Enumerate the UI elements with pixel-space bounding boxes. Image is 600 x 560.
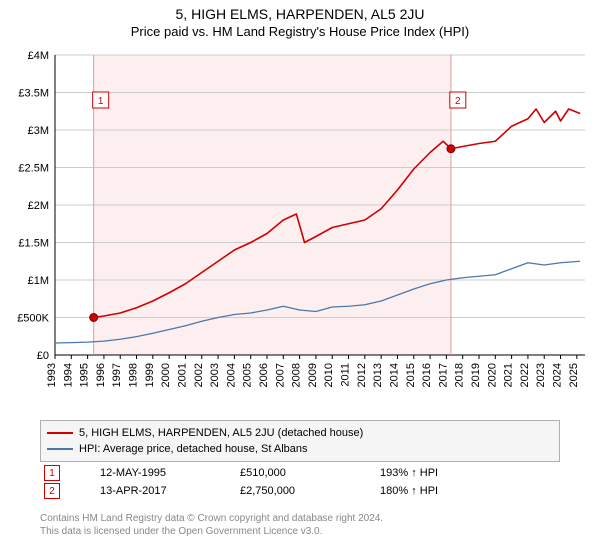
sales-table: 1 12-MAY-1995 £510,000 193% ↑ HPI 2 13-A… (40, 464, 560, 500)
svg-text:£0: £0 (37, 350, 49, 362)
svg-text:2025: 2025 (568, 363, 580, 387)
svg-text:1994: 1994 (62, 363, 74, 387)
svg-text:2018: 2018 (454, 363, 466, 387)
sale-hpi-delta: 180% ↑ HPI (380, 485, 480, 497)
chart-svg: £0 £500K £1M £1.5M £2M £2.5M £3M £3.5M £4M 1993 19… (0, 45, 600, 415)
svg-text:2006: 2006 (258, 363, 270, 387)
svg-text:2: 2 (455, 96, 461, 107)
chart-plot-area: £0 £500K £1M £1.5M £2M £2.5M £3M £3.5M £4M 1993 19… (0, 45, 600, 415)
svg-text:2011: 2011 (340, 363, 352, 387)
svg-text:£1M: £1M (28, 275, 49, 287)
legend-swatch-property (47, 432, 73, 434)
svg-text:£1.5M: £1.5M (18, 238, 49, 250)
svg-text:2014: 2014 (388, 363, 400, 387)
svg-text:£4M: £4M (28, 50, 49, 62)
svg-text:2010: 2010 (323, 363, 335, 387)
svg-text:1993: 1993 (46, 363, 58, 387)
sale-badge-1: 1 (44, 465, 60, 481)
svg-text:2005: 2005 (242, 363, 254, 387)
sale-price: £510,000 (240, 467, 340, 479)
table-row: 2 13-APR-2017 £2,750,000 180% ↑ HPI (40, 482, 560, 500)
svg-text:£3.5M: £3.5M (18, 88, 49, 100)
sale-date: 12-MAY-1995 (100, 467, 200, 479)
svg-text:2000: 2000 (160, 363, 172, 387)
svg-text:2021: 2021 (503, 363, 515, 387)
sale-badge-2: 2 (44, 483, 60, 499)
footer-attribution: Contains HM Land Registry data © Crown c… (40, 512, 560, 538)
legend-item-hpi: HPI: Average price, detached house, St A… (47, 441, 553, 457)
svg-text:2009: 2009 (307, 363, 319, 387)
svg-text:2017: 2017 (437, 363, 449, 387)
svg-text:£2M: £2M (28, 200, 49, 212)
chart-title: 5, HIGH ELMS, HARPENDEN, AL5 2JU (0, 0, 600, 22)
legend-label: HPI: Average price, detached house, St A… (79, 443, 308, 455)
svg-text:2015: 2015 (405, 363, 417, 387)
svg-text:2020: 2020 (486, 363, 498, 387)
svg-text:£2.5M: £2.5M (18, 163, 49, 175)
svg-text:1996: 1996 (95, 363, 107, 387)
svg-text:2003: 2003 (209, 363, 221, 387)
legend-label: 5, HIGH ELMS, HARPENDEN, AL5 2JU (detach… (79, 427, 363, 439)
svg-text:2024: 2024 (552, 363, 564, 387)
footer-line-2: This data is licensed under the Open Gov… (40, 525, 560, 538)
svg-text:2019: 2019 (470, 363, 482, 387)
svg-text:2023: 2023 (535, 363, 547, 387)
svg-text:2022: 2022 (519, 363, 531, 387)
legend-swatch-hpi (47, 448, 73, 450)
svg-text:1998: 1998 (128, 363, 140, 387)
svg-text:2012: 2012 (356, 363, 368, 387)
svg-text:£500K: £500K (17, 313, 49, 325)
svg-text:£3M: £3M (28, 125, 49, 137)
legend-item-property: 5, HIGH ELMS, HARPENDEN, AL5 2JU (detach… (47, 425, 553, 441)
sale-price: £2,750,000 (240, 485, 340, 497)
svg-text:2013: 2013 (372, 363, 384, 387)
legend: 5, HIGH ELMS, HARPENDEN, AL5 2JU (detach… (40, 420, 560, 462)
svg-text:1997: 1997 (111, 363, 123, 387)
svg-text:1: 1 (98, 96, 104, 107)
chart-container: { "title": "5, HIGH ELMS, HARPENDEN, AL5… (0, 0, 600, 560)
chart-subtitle: Price paid vs. HM Land Registry's House … (0, 22, 600, 45)
svg-text:2016: 2016 (421, 363, 433, 387)
svg-text:2008: 2008 (291, 363, 303, 387)
svg-text:2004: 2004 (225, 363, 237, 387)
footer-line-1: Contains HM Land Registry data © Crown c… (40, 512, 560, 525)
table-row: 1 12-MAY-1995 £510,000 193% ↑ HPI (40, 464, 560, 482)
svg-text:2002: 2002 (193, 363, 205, 387)
sale-hpi-delta: 193% ↑ HPI (380, 467, 480, 479)
sale-date: 13-APR-2017 (100, 485, 200, 497)
svg-text:2001: 2001 (176, 363, 188, 387)
svg-text:1995: 1995 (79, 363, 91, 387)
svg-text:1999: 1999 (144, 363, 156, 387)
svg-text:2007: 2007 (274, 363, 286, 387)
